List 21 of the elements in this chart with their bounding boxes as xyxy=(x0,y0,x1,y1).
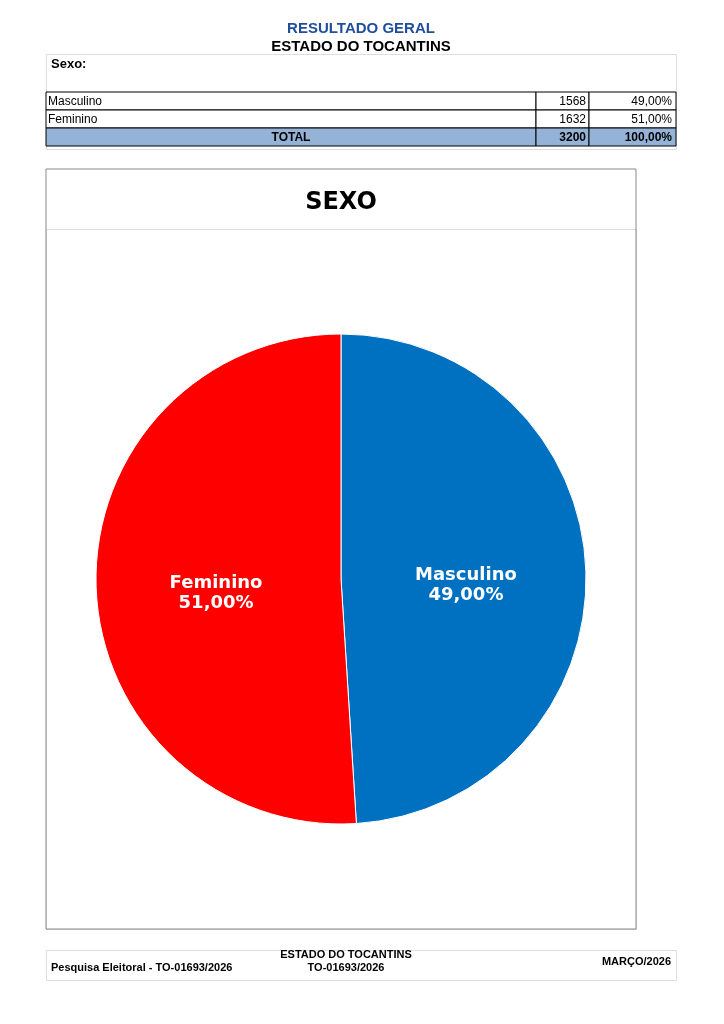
text: TO-01693/2026 xyxy=(307,961,385,973)
data-label: 1632 xyxy=(559,112,587,126)
text: RESULTADO GERAL xyxy=(287,19,435,36)
data-label: 1568 xyxy=(559,94,587,108)
data-label: 100,00% xyxy=(624,130,673,144)
text: MARÇO/2026 xyxy=(601,955,671,967)
category-label: Masculino xyxy=(48,94,103,108)
text: ESTADO DO TOCANTINS xyxy=(280,948,412,960)
data-label: 49,00% xyxy=(428,583,504,605)
chart-title: SEXO xyxy=(305,186,377,215)
text: ESTADO DO TOCANTINS xyxy=(271,37,451,54)
slice-label: Feminino xyxy=(169,570,263,592)
text: Pesquisa Eleitoral - TO-01693/2026 xyxy=(51,961,233,973)
slice-label: Masculino xyxy=(415,563,517,585)
category-label: Feminino xyxy=(48,112,98,126)
category-label: TOTAL xyxy=(271,130,311,144)
text: Sexo: xyxy=(51,56,87,71)
data-label: 51,00% xyxy=(178,590,254,612)
data-label: 49,00% xyxy=(631,94,673,108)
data-label: 51,00% xyxy=(631,112,673,126)
data-label: 3200 xyxy=(559,130,587,144)
